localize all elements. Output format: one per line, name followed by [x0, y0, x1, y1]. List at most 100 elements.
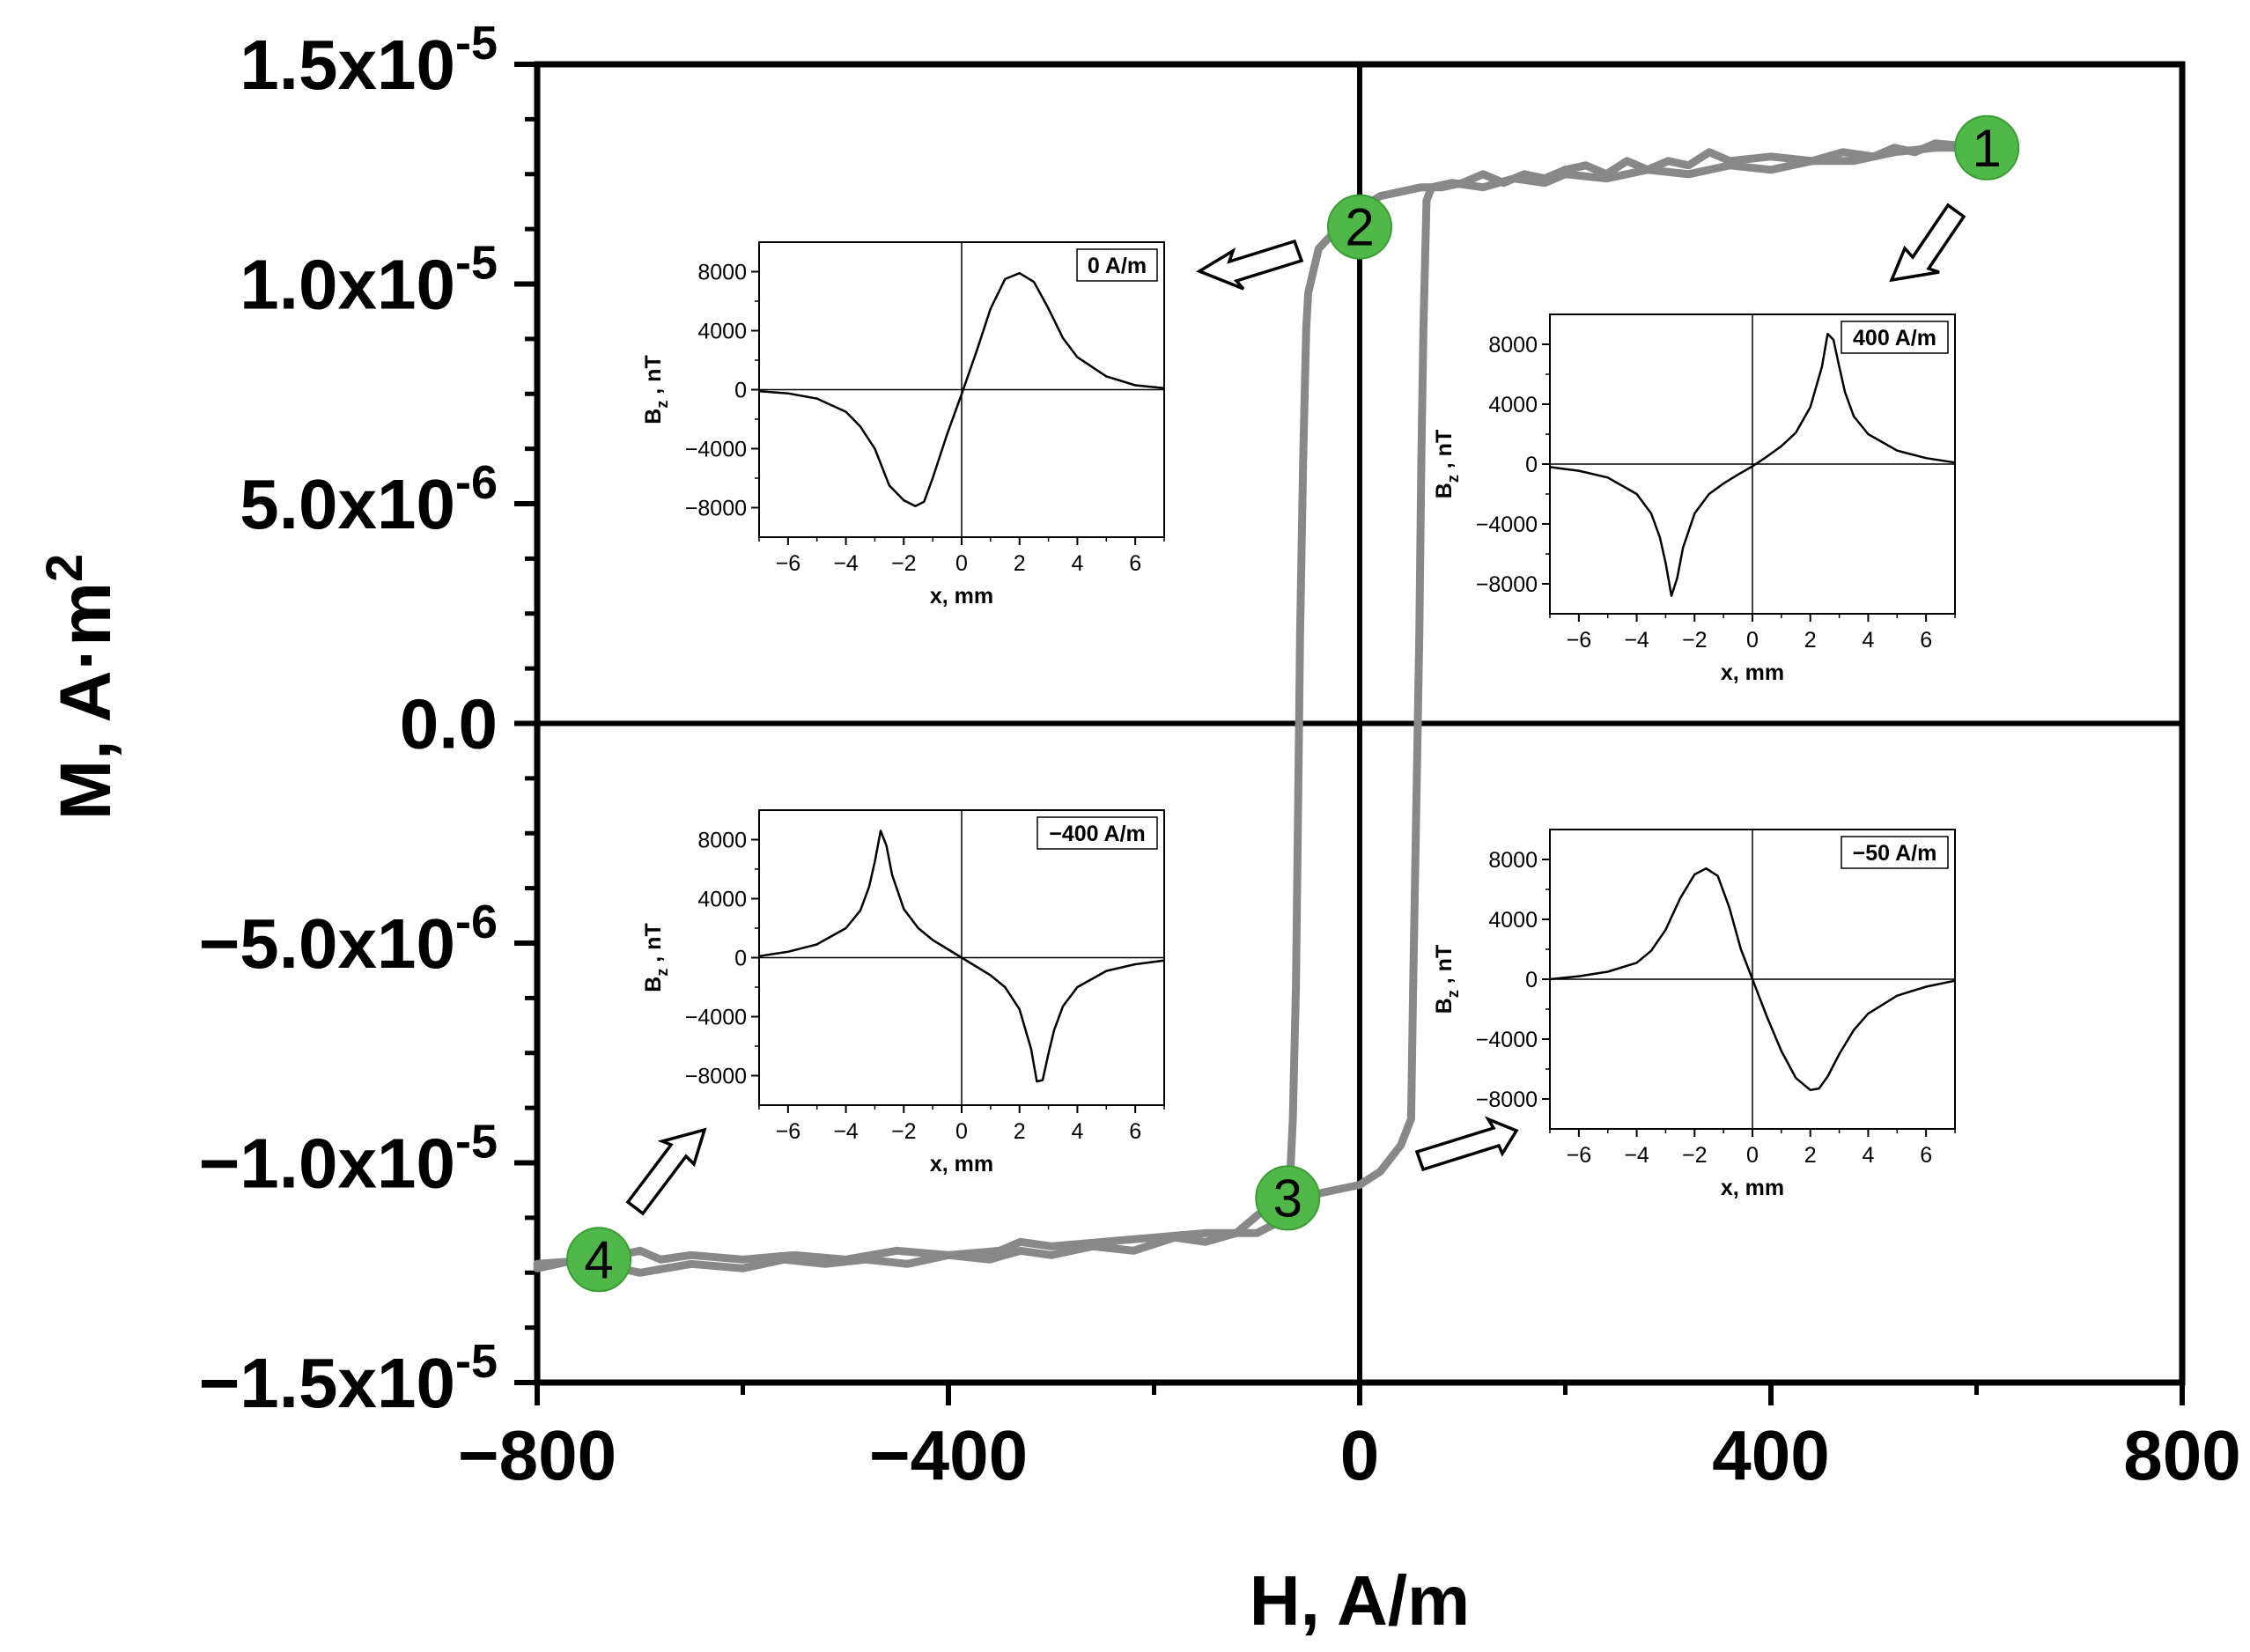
y-axis-title-exp: 2: [36, 554, 93, 582]
inset-y-tick-label: 0: [1525, 968, 1538, 992]
inset-y-title-unit: , nT: [641, 923, 666, 968]
inset-y-title-base: B: [1432, 998, 1457, 1014]
inset-x-tick-label: 4: [1071, 551, 1083, 576]
inset-y-tick-label: 8000: [1488, 333, 1538, 358]
y-tick-label: 1.5x10-5: [240, 17, 498, 104]
inset-y-title-base: B: [641, 409, 666, 424]
inset-y-axis-title: Bz , nT: [641, 355, 671, 424]
inset-curve: [758, 271, 1165, 508]
y-axis-title-base: M, A·m: [46, 582, 126, 820]
inset-x-tick-label: 2: [1014, 551, 1026, 576]
inset-y-axis-title: Bz , nT: [1432, 945, 1462, 1014]
arrow-point2-to-inset-0: [1196, 239, 1304, 291]
x-tick-label: −800: [458, 1416, 616, 1494]
inset-x-axis-title: x, mm: [1721, 660, 1784, 685]
x-tick-label: 0: [1340, 1416, 1380, 1494]
inset-x-tick-label: −6: [1567, 1143, 1592, 1168]
x-axis-title: H, A/m: [1250, 1561, 1470, 1640]
y-tick-label-base: −1.5x10: [199, 1344, 455, 1422]
inset-field-label-box: [1076, 248, 1158, 282]
inset-y-tick-label: 0: [734, 947, 747, 971]
inset-x-tick-label: 2: [1014, 1119, 1026, 1144]
inset-y-title-unit: , nT: [1432, 430, 1457, 475]
y-tick-label: 1.0x10-5: [240, 237, 498, 324]
point-marker-label: 2: [1345, 198, 1374, 257]
inset-x-tick-label: 2: [1804, 628, 1817, 653]
inset-x-tick-label: 6: [1920, 628, 1932, 653]
point-marker-circle: [566, 1227, 632, 1293]
inset-field-label: −400 A/m: [1049, 822, 1146, 846]
inset-y-axis-title: Bz , nT: [1432, 430, 1462, 498]
inset-curve: [758, 830, 1165, 1083]
inset-field-label: 400 A/m: [1853, 326, 1936, 350]
point-marker-label: 4: [584, 1230, 613, 1289]
inset-field-label-box: [1036, 816, 1158, 850]
inset-field-label: −50 A/m: [1853, 841, 1937, 866]
inset-field-0: −6 −4 −2 0 2 4 6 8000 4000 0 −4000 −8000 0 A/m x, mm B…: [641, 241, 1165, 608]
y-tick-label-exp: -5: [455, 17, 498, 70]
y-tick-label-base: 1.5x10: [240, 26, 455, 104]
inset-x-tick-label: −6: [776, 1119, 801, 1144]
inset-field-label-box: [1841, 321, 1949, 354]
inset-y-title-unit: , nT: [1432, 945, 1457, 990]
inset-y-tick-label: 4000: [697, 320, 747, 344]
inset-y-tick-label: 0: [734, 379, 747, 403]
inset-x-axis-title: x, mm: [1721, 1176, 1784, 1200]
point-marker-circle: [1255, 1165, 1321, 1231]
inset-y-title-sub: z: [653, 401, 671, 409]
y-axis-title: M, A·m2: [36, 554, 126, 821]
inset-x-tick-label: 6: [1920, 1143, 1932, 1168]
arrow-point4-to-inset-minus400: [625, 1127, 707, 1216]
inset-y-tick-label: 8000: [697, 261, 747, 285]
arrow-point3-to-inset-minus50: [1414, 1116, 1519, 1172]
hysteresis-loop: [533, 139, 2002, 1277]
y-tick-label-base: −1.0x10: [199, 1125, 455, 1203]
y-tick-label: −1.5x10-5: [199, 1335, 498, 1422]
point-marker: 2: [1327, 194, 1392, 260]
inset-field-400: −6 −4 −2 0 2 4 6 8000 4000 0 −4000 −8000 400 A/m x, m…: [1432, 313, 1956, 685]
arrow-point1-to-inset-400: [1889, 203, 1966, 283]
inset-x-tick-label: 6: [1129, 551, 1141, 576]
inset-field-minus-50: −6 −4 −2 0 2 4 6 8000 4000 0 −4000 −8000 −50 A/m x, m…: [1432, 829, 1956, 1200]
inset-x-tick-label: −2: [891, 551, 917, 576]
inset-y-tick-label: 4000: [1488, 393, 1538, 417]
inset-y-tick-label: 4000: [697, 888, 747, 912]
inset-x-axis-title: x, mm: [930, 584, 993, 608]
inset-x-tick-label: 4: [1862, 1143, 1874, 1168]
inset-x-tick-label: −6: [1567, 628, 1592, 653]
y-tick-label-exp: -5: [455, 1116, 498, 1169]
inset-arrows: [625, 203, 1966, 1216]
y-tick-label-base: 5.0x10: [240, 465, 455, 543]
inset-x-tick-label: −2: [1682, 1143, 1708, 1168]
y-tick-label: −1.0x10-5: [199, 1116, 498, 1203]
main-axes: −800 −400 0 400 8001.5x10-51.0x10-55.0x10-60…: [199, 17, 2241, 1494]
y-tick-label-exp: -5: [455, 1335, 498, 1388]
point-marker: 4: [566, 1227, 632, 1293]
inset-y-tick-label: 8000: [697, 829, 747, 853]
inset-x-tick-label: 0: [1746, 628, 1759, 653]
inset-y-tick-label: −8000: [1476, 1088, 1538, 1112]
point-markers: 1 2 3 4: [566, 114, 2020, 1293]
inset-field-minus-400: −6 −4 −2 0 2 4 6 8000 4000 0 −4000 −8000 −400 A/m x, …: [641, 809, 1165, 1176]
y-tick-label-base: −5.0x10: [199, 904, 455, 983]
y-tick-label-base: 1.0x10: [240, 246, 455, 324]
inset-x-tick-label: −2: [1682, 628, 1708, 653]
inset-y-tick-label: −4000: [685, 1006, 747, 1030]
inset-y-title-sub: z: [1444, 475, 1462, 483]
inset-y-tick-label: −4000: [685, 438, 747, 462]
inset-x-tick-label: −6: [776, 551, 801, 576]
point-marker: 3: [1255, 1165, 1321, 1231]
y-tick-label: 5.0x10-6: [240, 456, 498, 543]
inset-y-title-base: B: [1432, 483, 1457, 498]
inset-x-tick-label: 0: [955, 551, 968, 576]
x-tick-label: 400: [1712, 1416, 1829, 1494]
inset-y-title-unit: , nT: [641, 355, 666, 400]
inset-y-tick-label: −4000: [1476, 513, 1538, 537]
point-marker: 1: [1954, 114, 2020, 181]
inset-y-title-base: B: [641, 977, 666, 992]
series-line: [533, 144, 2002, 1277]
inset-y-title-sub: z: [653, 969, 671, 977]
inset-field-label: 0 A/m: [1088, 254, 1147, 278]
